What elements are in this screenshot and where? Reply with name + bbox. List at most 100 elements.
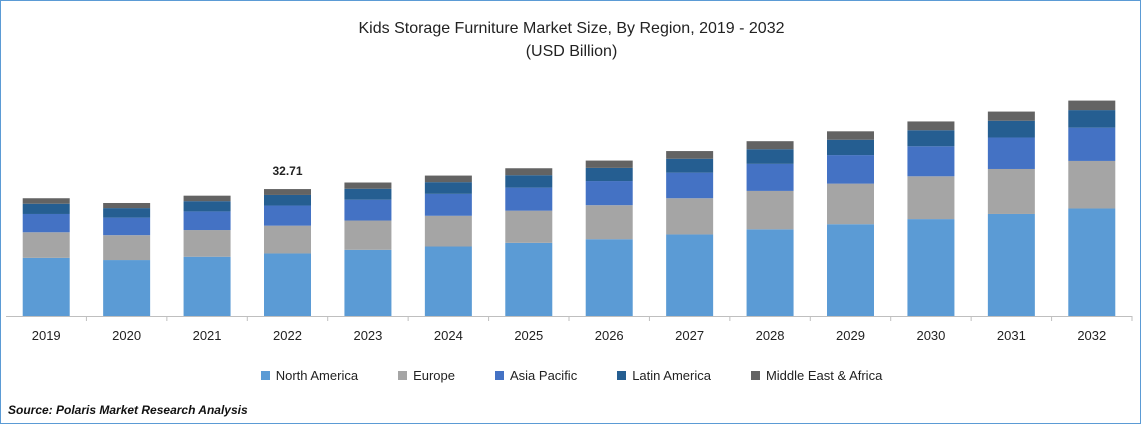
bar-segment-2019-2 — [22, 213, 70, 233]
bar-segment-2023-2 — [344, 199, 392, 221]
bar-segment-2023-0 — [344, 249, 392, 316]
x-tick-label: 2024 — [434, 328, 463, 343]
bar-segment-2019-4 — [22, 198, 70, 204]
bar-segment-2030-2 — [907, 146, 955, 177]
bar-segment-2025-2 — [505, 187, 553, 211]
chart-subtitle: (USD Billion) — [525, 43, 618, 60]
source-note: Source: Polaris Market Research Analysis — [8, 403, 248, 417]
legend-swatch — [398, 371, 408, 380]
bar-segment-2026-2 — [585, 181, 633, 206]
x-tick-label: 2026 — [595, 328, 624, 343]
legend-item: Latin America — [617, 368, 711, 383]
bar-segment-2023-4 — [344, 182, 392, 189]
bar-segment-2024-4 — [424, 175, 472, 183]
bar-segment-2022-4 — [264, 189, 311, 195]
legend-label: Middle East & Africa — [765, 368, 883, 383]
legend-swatch — [617, 371, 627, 380]
bar-segment-2031-0 — [987, 213, 1035, 316]
chart-legend: North America Europe Asia Pacific Latin Ame… — [0, 368, 1143, 383]
bar-segment-2029-4 — [827, 131, 874, 140]
bar-segment-2022-0 — [264, 253, 311, 316]
bar-segment-2026-0 — [585, 239, 633, 316]
bar-segment-2028-2 — [746, 163, 794, 191]
bar-segment-2032-0 — [1068, 208, 1116, 316]
bar-segment-2029-2 — [827, 155, 874, 184]
bar-segment-2025-0 — [505, 242, 553, 316]
x-tick-label: 2030 — [916, 328, 945, 343]
bar-segment-2020-4 — [103, 202, 151, 209]
bar-segment-2023-3 — [344, 188, 392, 200]
bar-segment-2026-3 — [585, 167, 633, 182]
bar-segment-2030-3 — [907, 130, 955, 147]
bar-segment-2026-1 — [585, 205, 633, 240]
bar-segment-2027-2 — [666, 172, 714, 199]
bar-segment-2027-1 — [666, 198, 714, 235]
bar-segment-2028-3 — [746, 149, 794, 164]
bar-segment-2021-1 — [183, 230, 231, 257]
bar-segment-2021-0 — [183, 256, 231, 316]
legend-swatch — [750, 371, 760, 380]
bar-segment-2028-1 — [746, 190, 794, 230]
bar-segment-2024-3 — [424, 182, 472, 194]
bar-segment-2030-1 — [907, 176, 955, 220]
bar-segment-2032-2 — [1068, 127, 1116, 161]
bar-segment-2027-0 — [666, 234, 714, 316]
bar-segment-2031-1 — [987, 168, 1035, 214]
x-tick-label: 2022 — [273, 328, 302, 343]
bar-segment-2024-1 — [424, 215, 472, 247]
x-tick-label: 2025 — [514, 328, 543, 343]
legend-label: Latin America — [632, 368, 711, 383]
bar-segment-2025-4 — [505, 168, 553, 176]
x-tick-label: 2019 — [32, 328, 61, 343]
chart-title: Kids Storage Furniture Market Size, By R… — [358, 20, 785, 37]
bar-segment-2023-1 — [344, 220, 392, 250]
x-tick-label: 2032 — [1077, 328, 1106, 343]
legend-item: Asia Pacific — [495, 368, 577, 383]
bar-segment-2022-3 — [264, 194, 311, 206]
stacked-bar-chart: 2019 2020 2021 2022 32.71 2023 2024 2025 2026 202… — [6, 100, 1133, 343]
legend-label: Asia Pacific — [510, 368, 578, 383]
x-tick-label: 2023 — [353, 328, 382, 343]
bar-segment-2020-2 — [103, 217, 151, 236]
bar-segment-2027-3 — [666, 158, 714, 173]
bar-segment-2024-2 — [424, 193, 472, 216]
bar-segment-2032-4 — [1068, 100, 1116, 111]
bar-segment-2025-3 — [505, 175, 553, 188]
legend-item: Europe — [398, 368, 455, 383]
bar-segment-2030-4 — [907, 121, 955, 131]
legend-swatch — [260, 371, 270, 380]
x-tick-label: 2027 — [675, 328, 704, 343]
bar-segment-2031-4 — [987, 111, 1035, 121]
bar-segment-2019-3 — [22, 203, 70, 214]
bar-segment-2021-3 — [183, 201, 231, 212]
bar-segment-2029-0 — [827, 224, 874, 316]
bar-segment-2028-4 — [746, 141, 794, 150]
bar-segment-2020-0 — [103, 260, 151, 316]
bar-segment-2021-2 — [183, 211, 231, 231]
x-tick-label: 2028 — [756, 328, 785, 343]
bar-segment-2019-1 — [22, 232, 70, 258]
legend-swatch — [495, 371, 504, 380]
x-tick-label: 2031 — [997, 328, 1026, 343]
bar-segment-2021-4 — [183, 195, 231, 202]
bar-segment-2027-4 — [666, 151, 714, 159]
bar-segment-2022-2 — [264, 205, 311, 226]
x-tick-label: 2020 — [112, 328, 141, 343]
bar-segment-2019-0 — [22, 257, 70, 316]
bar-segment-2029-1 — [827, 183, 874, 225]
bar-segment-2025-1 — [505, 210, 553, 243]
legend-label: Europe — [413, 368, 455, 383]
bar-segment-2031-3 — [987, 120, 1035, 138]
bar-segment-2030-0 — [907, 219, 955, 316]
bar-segment-2022-1 — [264, 225, 311, 254]
bar-segment-2024-0 — [424, 246, 472, 316]
bar-segment-2029-3 — [827, 139, 874, 156]
x-tick-label: 2021 — [193, 328, 222, 343]
bar-segment-2026-4 — [585, 160, 633, 168]
legend-label: North America — [275, 368, 359, 383]
legend-item: Middle East & Africa — [750, 368, 883, 383]
x-tick-label: 2029 — [836, 328, 865, 343]
bar-segment-2020-3 — [103, 208, 151, 218]
bar-segment-2032-3 — [1068, 110, 1116, 128]
